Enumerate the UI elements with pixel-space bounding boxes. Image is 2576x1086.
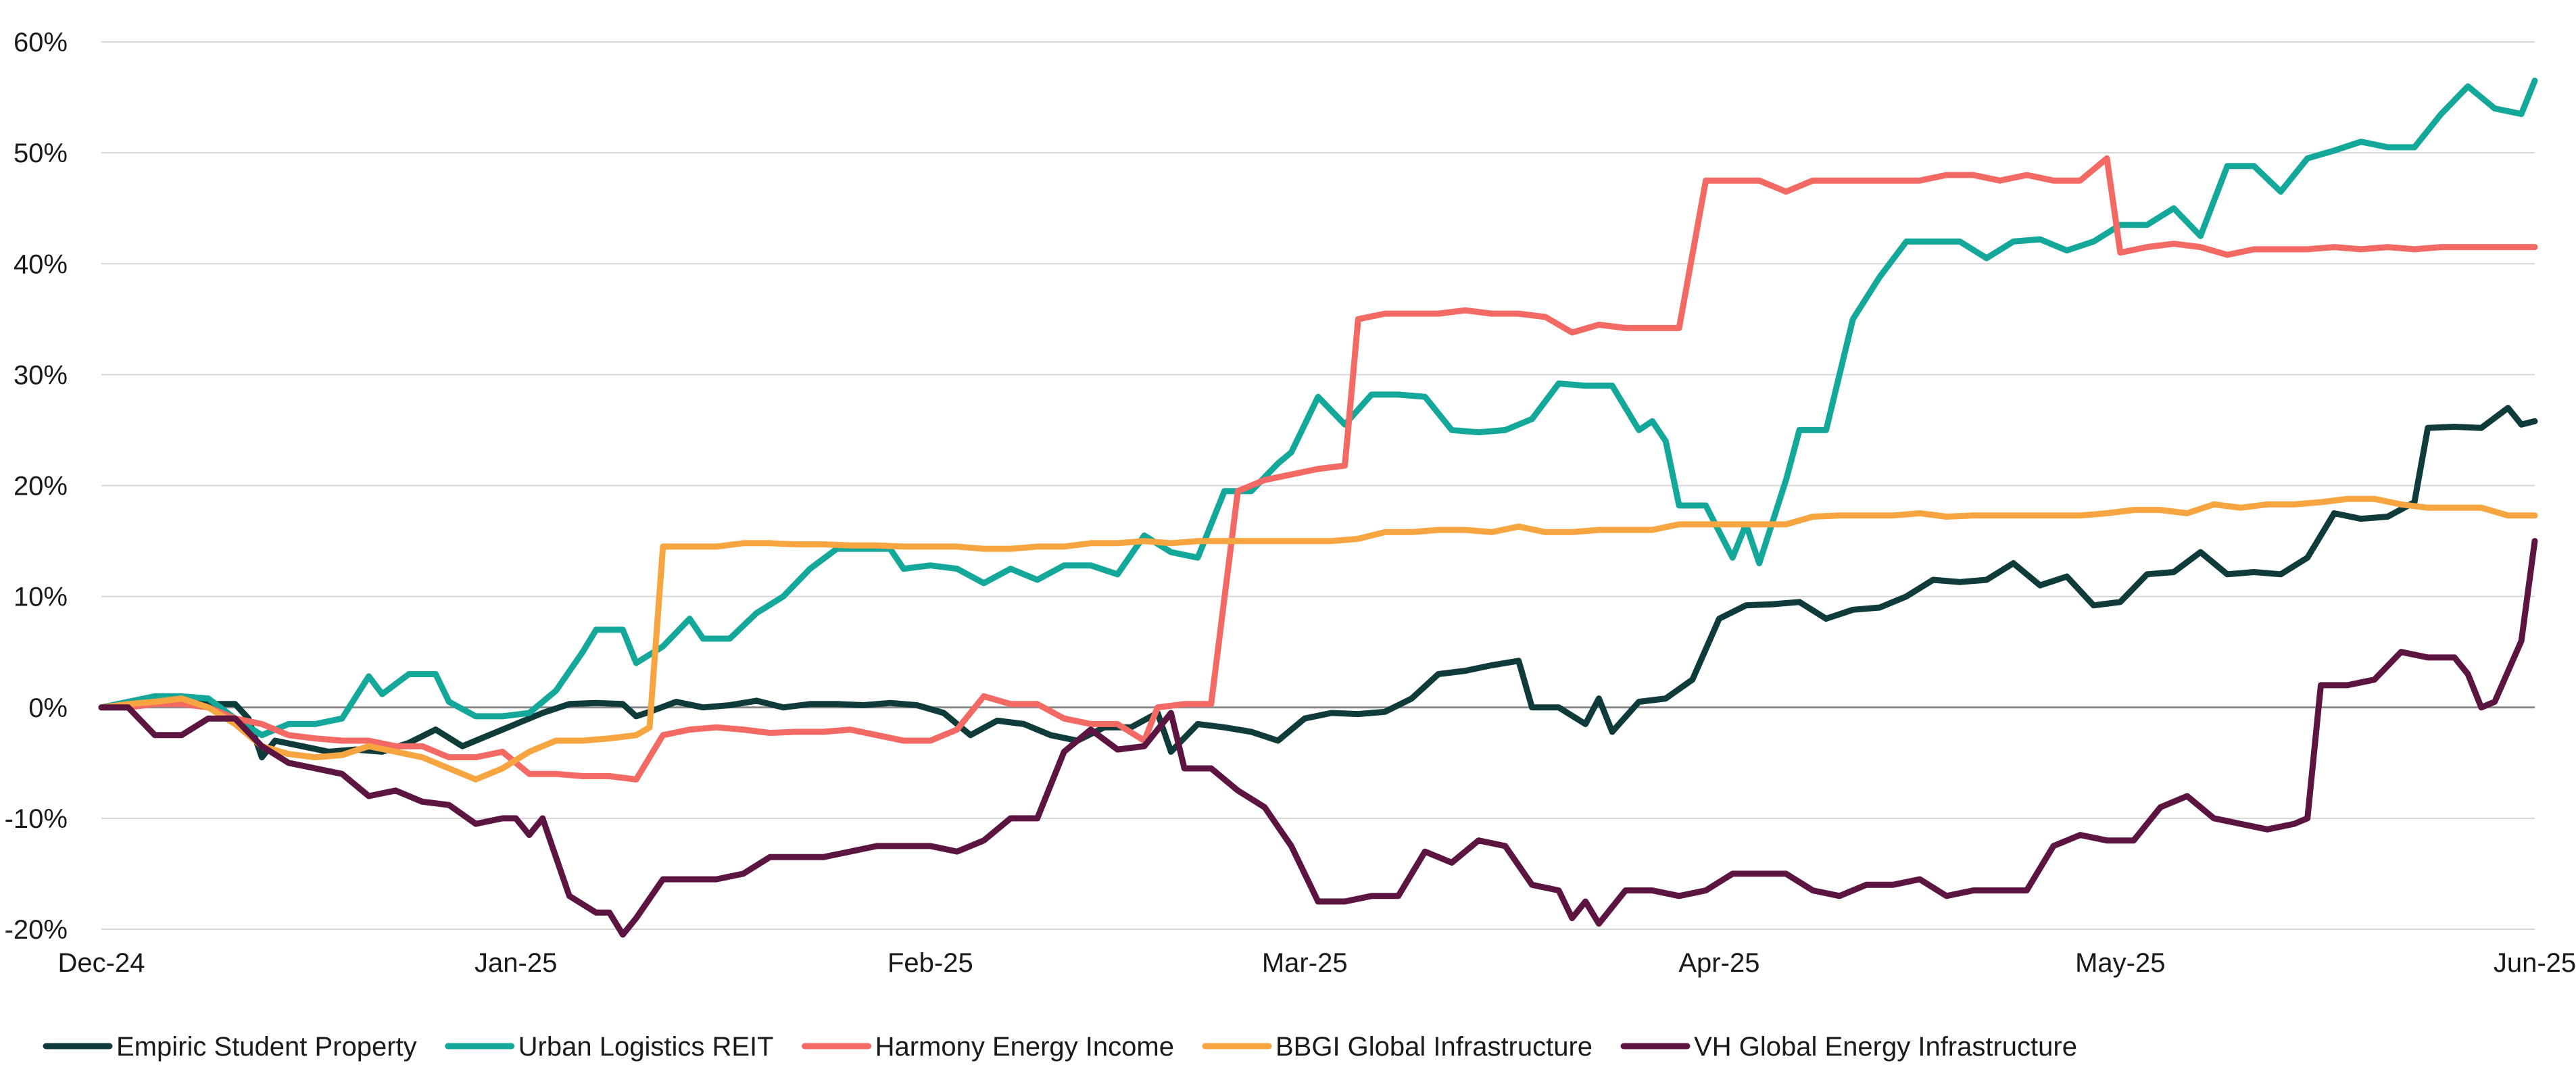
x-tick-label: Mar-25 bbox=[1262, 948, 1348, 978]
legend-entry: Urban Logistics REIT bbox=[518, 1032, 774, 1062]
axes: -20% -10% 0% 10% 20% 30% 40% 50% 60% Dec-24 Jan-25… bbox=[5, 28, 2576, 978]
legend-entry: BBGI Global Infrastructure bbox=[1275, 1032, 1593, 1062]
y-tick-label: 0% bbox=[28, 693, 68, 723]
x-tick-label: Feb-25 bbox=[888, 948, 973, 978]
y-tick-label: 30% bbox=[14, 360, 68, 390]
legend: Empiric Student Property Urban Logistics … bbox=[43, 1032, 2077, 1062]
x-tick-label: Jun-25 bbox=[2494, 948, 2576, 978]
y-tick-label: -20% bbox=[5, 915, 68, 945]
series-lines bbox=[98, 77, 2538, 938]
series-line-3 bbox=[98, 155, 2538, 783]
series-line-1 bbox=[98, 405, 2538, 761]
series-line-4 bbox=[98, 495, 2538, 783]
x-tick-label: May-25 bbox=[2075, 948, 2165, 978]
legend-entry: VH Global Energy Infrastructure bbox=[1694, 1032, 2077, 1062]
x-tick-label: Jan-25 bbox=[475, 948, 557, 978]
y-tick-label: 10% bbox=[14, 583, 68, 612]
gridlines bbox=[101, 41, 2535, 930]
y-tick-label: 40% bbox=[14, 249, 68, 279]
series-line-2 bbox=[98, 77, 2538, 739]
x-tick-label: Apr-25 bbox=[1678, 948, 1759, 978]
y-tick-label: 60% bbox=[14, 28, 68, 57]
series-line-5 bbox=[98, 538, 2538, 938]
x-tick-label: Dec-24 bbox=[58, 948, 145, 978]
legend-entry: Empiric Student Property bbox=[116, 1032, 417, 1062]
y-tick-label: -10% bbox=[5, 804, 68, 834]
y-tick-label: 20% bbox=[14, 472, 68, 501]
y-tick-label: 50% bbox=[14, 139, 68, 168]
legend-entry: Harmony Energy Income bbox=[875, 1032, 1174, 1062]
